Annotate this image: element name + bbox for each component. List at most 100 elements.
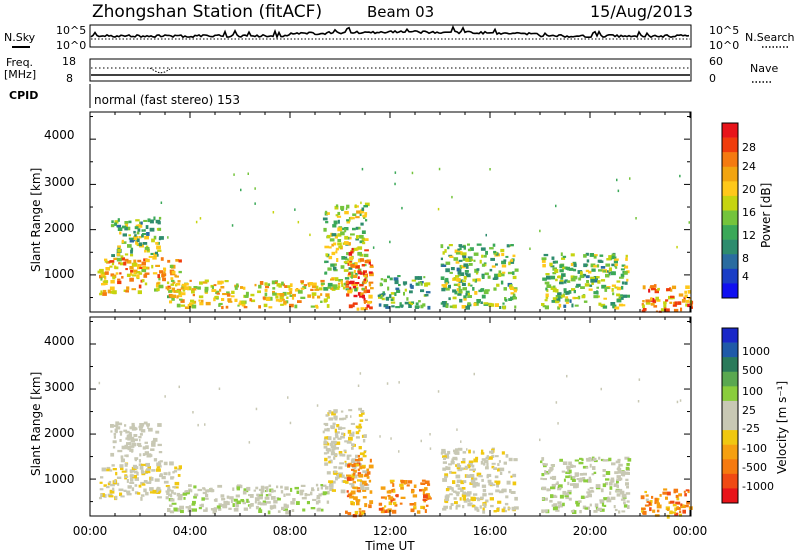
power-echo-cell [625,254,628,258]
power-echo-cell [552,260,556,264]
power-echo-cell [642,308,647,311]
power-echo-cell [656,299,661,302]
power-echo-cell [642,285,646,290]
velocity-echo-cell [99,488,104,491]
power-echo-cell [370,264,374,267]
power-echo-cell [292,293,296,297]
velocity-colorbar-swatch [722,430,738,445]
power-echo-cell [483,291,489,295]
power-echo-cell [420,283,423,286]
power-echo-cell [543,253,549,257]
velocity-echo-cell [472,470,475,473]
velocity-tick-marks [89,317,691,516]
power-echo-cell [666,288,671,292]
nsky-panel [89,24,692,48]
power-echo-cell [571,303,574,308]
power-echo-cell [472,278,476,282]
power-echo-cell [334,234,338,239]
power-echo-cell [620,268,625,271]
power-echo-cell [479,259,482,264]
power-echo-cell [657,287,660,291]
power-echo-cell [403,291,405,296]
power-echo-cell [660,308,665,312]
velocity-echo-cell [578,500,582,503]
power-echo-cell [599,260,604,263]
velocity-echo-cell [151,440,156,444]
velocity-echo-cell [107,482,111,486]
power-echo-cell [463,276,467,280]
velocity-echo-scatter-cell [357,384,360,387]
velocity-echo-cell [157,423,162,427]
power-echo-cell [117,248,122,253]
power-echo-cell [170,279,175,283]
velocity-echo-cell [358,507,362,510]
power-echo-cell [158,284,164,288]
velocity-echo-cell [594,503,599,508]
power-echo-cell [450,267,455,271]
velocity-echo-cell [360,410,365,413]
velocity-echo-cell [613,483,618,487]
velocity-echo-cell [368,504,372,509]
velocity-echo-cell [339,462,344,465]
power-echo-cell [570,262,574,267]
velocity-echo-cell [557,486,562,491]
velocity-echo-scatter-cell [350,415,352,418]
velocity-echo-cell [337,476,340,479]
velocity-echo-cell [540,477,543,480]
power-echo-cell [308,284,311,288]
velocity-echo-scatter-cell [679,399,682,402]
power-echo-cell [364,212,368,216]
power-echo-cell [367,301,372,304]
velocity-panel [89,316,692,517]
velocity-echo-cell [273,504,276,507]
power-echo-cell [645,300,651,305]
power-echo-cell [561,273,565,277]
velocity-echo-cell [158,490,162,493]
velocity-echo-cell [362,489,367,492]
velocity-echo-cell [310,491,313,496]
velocity-echo-cell [543,463,548,466]
velocity-echo-scatter-cell [638,378,641,381]
power-echo-cell [337,282,340,285]
power-echo-cell [117,278,121,281]
power-echo-cell [324,245,330,249]
power-echo-cell [363,270,367,273]
power-echo-cell [453,257,459,261]
velocity-echo-cell [482,510,486,514]
velocity-echo-cell [467,502,472,507]
power-cbar-label: Power [dB] [759,183,773,248]
power-echo-cell [651,288,656,291]
velocity-echo-cell [649,507,652,512]
power-echo-cell [591,268,596,272]
power-echo-cell [138,272,143,275]
velocity-echo-cell [131,443,134,447]
power-echo-cell [142,265,146,269]
power-echo-cell [377,294,381,297]
velocity-echo-cell [353,473,356,476]
velocity-echo-cell [497,463,500,466]
velocity-echo-cell [504,502,509,506]
velocity-echo-cell [683,490,686,493]
power-echo-scatter-cell [394,171,397,174]
power-echo-cell [389,277,393,281]
velocity-echo-cell [483,462,486,466]
power-echo-cell [559,269,564,273]
power-echo-cell [585,269,590,273]
velocity-cbar-label: Velocity [m s⁻¹] [775,381,789,474]
power-echo-cell [463,263,468,267]
power-echo-cell [159,236,164,240]
power-echo-cell [545,295,549,299]
power-echo-cell [463,266,466,269]
velocity-echo-cell [381,507,385,511]
velocity-echo-cell [605,478,610,481]
velocity-echo-cell [258,507,262,511]
velocity-echo-cell [566,465,571,470]
power-echo-cell [361,207,365,211]
velocity-echo-cell [481,478,484,482]
power-echo-cell [170,277,174,280]
velocity-echo-cell [551,475,557,480]
power-echo-cell [571,288,576,291]
velocity-echo-cell [549,468,553,471]
power-echo-cell [573,263,577,268]
velocity-echo-cell [578,479,582,483]
